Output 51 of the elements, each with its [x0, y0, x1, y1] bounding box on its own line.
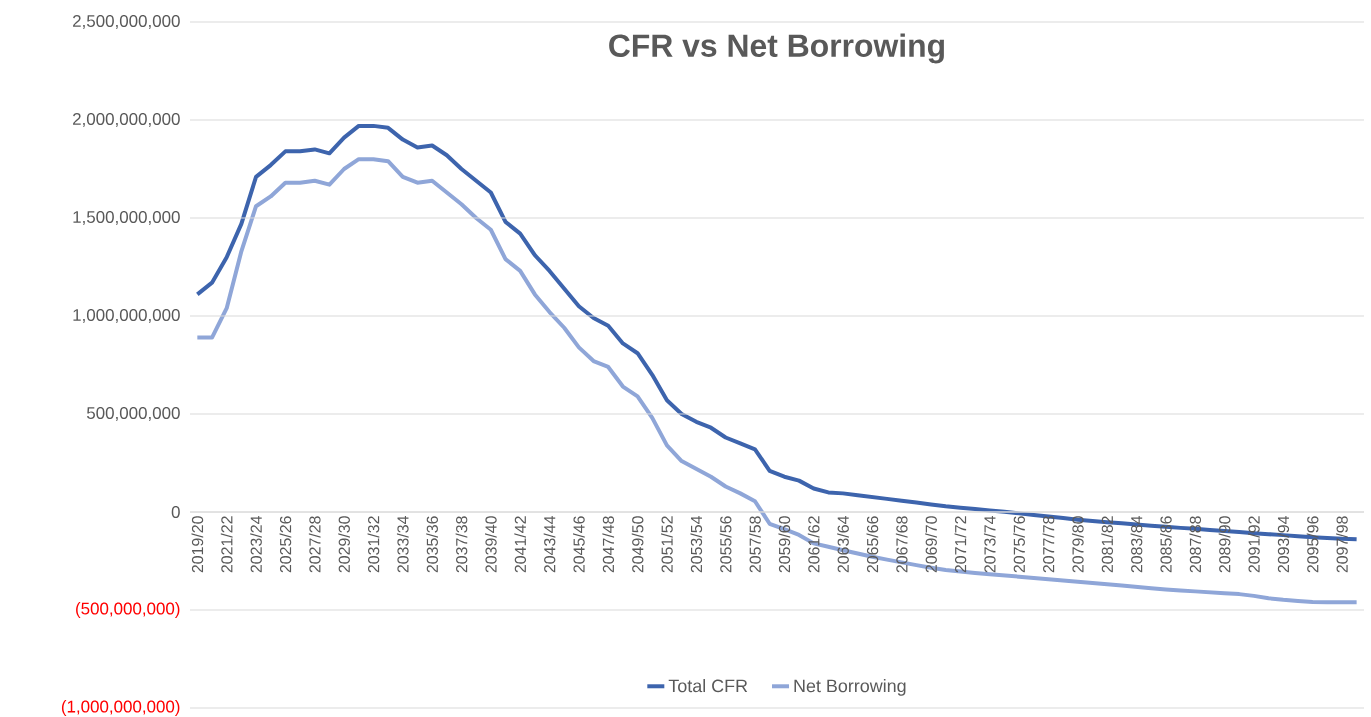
legend-label: Total CFR — [668, 679, 748, 693]
x-tick-label: 2039/40 — [484, 516, 497, 573]
x-tick-label: 2093/94 — [1277, 516, 1290, 573]
x-tick-label: 2055/56 — [719, 516, 732, 573]
x-tick-label: 2063/64 — [837, 516, 849, 573]
x-tick-label: 2035/36 — [426, 516, 438, 573]
x-tick-label: 2089/90 — [1218, 516, 1231, 573]
legend-label: Net Borrowing — [794, 679, 906, 696]
x-tick-label: 2097/98 — [1336, 516, 1348, 573]
x-tick-label: 2047/48 — [602, 516, 615, 573]
x-tick-label: 2023/24 — [250, 516, 262, 573]
x-tick-label: 2087/88 — [1189, 516, 1202, 573]
y-tick-label: 2,000,000,000 — [73, 112, 180, 127]
y-tick-label: 1,000,000,000 — [73, 309, 180, 323]
x-tick-label: 2081/82 — [1101, 516, 1114, 573]
y-tick-label: 500,000,000 — [86, 407, 180, 421]
x-tick-label: 2083/84 — [1130, 516, 1143, 573]
y-tick-label: 2,500,000,000 — [73, 14, 180, 29]
x-tick-label: 2025/26 — [279, 516, 292, 573]
x-tick-label: 2061/62 — [807, 516, 820, 573]
x-tick-label: 2079/80 — [1071, 516, 1084, 573]
chart-title: CFR vs Net Borrowing — [609, 33, 944, 64]
x-tick-label: 2095/96 — [1306, 516, 1319, 573]
x-tick-label: 2043/44 — [543, 516, 556, 573]
x-tick-label: 2029/30 — [338, 516, 350, 573]
x-tick-label: 2021/22 — [220, 516, 233, 573]
x-tick-label: 2067/68 — [895, 516, 908, 573]
x-tick-label: 2041/42 — [514, 516, 527, 573]
x-tick-label: 2073/74 — [983, 516, 996, 573]
x-tick-label: 2059/60 — [778, 516, 791, 573]
x-tick-label: 2031/32 — [367, 516, 380, 573]
x-tick-label: 2037/38 — [455, 516, 468, 573]
y-tick-label: (1,000,000,000) — [61, 700, 180, 716]
x-tick-label: 2091/92 — [1248, 516, 1260, 573]
x-tick-label: 2077/78 — [1042, 516, 1055, 573]
x-tick-label: 2045/46 — [573, 516, 585, 573]
x-tick-label: 2049/50 — [631, 516, 644, 573]
x-tick-label: 2053/54 — [690, 516, 703, 573]
y-tick-label: (500,000,000) — [76, 602, 180, 618]
y-tick-label: 0 — [171, 506, 180, 518]
x-tick-label: 2069/70 — [925, 516, 937, 573]
x-tick-label: 2075/76 — [1013, 516, 1025, 573]
y-tick-label: 1,500,000,000 — [73, 211, 180, 225]
x-tick-label: 2085/86 — [1160, 516, 1172, 573]
x-tick-label: 2027/28 — [308, 516, 321, 573]
x-tick-label: 2033/34 — [396, 516, 409, 573]
x-tick-label: 2057/58 — [749, 516, 761, 573]
x-tick-label: 2065/66 — [866, 516, 879, 573]
x-tick-label: 2019/20 — [191, 516, 204, 573]
x-tick-label: 2051/52 — [661, 516, 673, 573]
x-tick-label: 2071/72 — [954, 516, 967, 573]
